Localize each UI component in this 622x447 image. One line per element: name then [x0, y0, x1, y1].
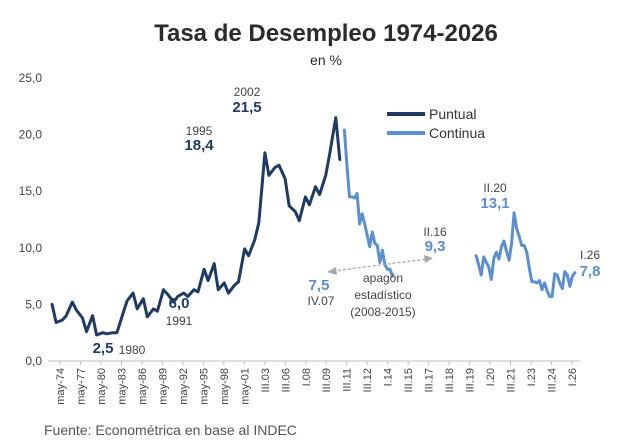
x-tick-label: III.24: [547, 368, 559, 392]
x-tick-label: may-92: [178, 368, 190, 405]
x-tick-label: III.17: [424, 368, 436, 392]
x-tick-label: I.08: [301, 368, 313, 386]
x-tick-label: III.03: [260, 368, 272, 392]
series-lines: [50, 116, 577, 337]
x-tick-label: III.06: [280, 368, 292, 392]
y-tick-label: 25,0: [19, 71, 43, 85]
data-gap-note: apagón estadístico (2008-2015): [327, 255, 433, 319]
x-tick-label: III.11: [342, 368, 354, 392]
x-tick-label: III.21: [506, 368, 518, 392]
x-tick-label: I.14: [383, 368, 395, 386]
annotation-label-i26: I.26: [580, 248, 600, 262]
series-line-puntual-0: [50, 116, 342, 337]
x-tick-label: may-86: [137, 368, 149, 405]
annotation-value-1995: 18,4: [184, 137, 214, 154]
annotation-label-iv07: IV.07: [308, 294, 335, 308]
annotation-value-iv07: 7,5: [309, 277, 330, 294]
x-tick-label: I.23: [526, 368, 538, 386]
x-tick-label: III.18: [444, 368, 456, 392]
annotation-label-1991: 1991: [166, 314, 193, 328]
y-tick-label: 10,0: [19, 241, 43, 255]
x-tick-label: III.09: [321, 368, 333, 392]
annotation-value-2002: 21,5: [232, 99, 261, 116]
x-tick-label: may-01: [239, 368, 251, 405]
gap-arrowhead-left: [327, 267, 337, 275]
annotation-value-1991: 6,0: [169, 295, 190, 312]
gap-note-line-1: apagón: [363, 271, 403, 285]
gap-arrowhead-right: [424, 255, 433, 263]
x-tick-label: I.26: [567, 368, 579, 386]
y-axis: 0,0 5,0 10,0 15,0 20,0 25,0: [19, 71, 43, 368]
gap-note-line-3: (2008-2015): [350, 305, 415, 319]
annotation-label-ii16: II.16: [423, 225, 447, 239]
annotation-value-ii16: 9,3: [425, 238, 446, 255]
x-tick-label: III.19: [465, 368, 477, 392]
y-tick-label: 0,0: [25, 354, 42, 368]
annotation-value-ii20: 13,1: [480, 195, 509, 212]
legend: Puntual Continua: [387, 106, 485, 141]
x-tick-label: III.12: [362, 368, 374, 392]
annotation-label-1995: 1995: [186, 124, 213, 138]
annotation-label-ii20: II.20: [483, 181, 507, 195]
x-tick-label: may-89: [157, 368, 169, 405]
annotation-value-i26: 7,8: [580, 263, 601, 280]
x-tick-label: may-80: [96, 368, 108, 405]
source-note: Fuente: Econométrica en base al INDEC: [44, 422, 297, 438]
series-line-continua-1: [342, 128, 394, 278]
chart-title: Tasa de Desempleo 1974-2026: [154, 20, 498, 47]
x-tick-label: may-95: [198, 368, 210, 405]
y-tick-label: 5,0: [25, 297, 42, 311]
series-line-continua-2: [474, 211, 577, 298]
y-tick-label: 15,0: [19, 184, 43, 198]
chart-subtitle: en %: [310, 52, 342, 68]
gap-arrow: [332, 258, 428, 272]
x-axis: may-74 may-77 may-80 may-83 may-86 may-89 may-…: [48, 360, 580, 405]
x-tick-label: III.15: [403, 368, 415, 392]
x-tick-label: I.20: [485, 368, 497, 386]
annotation-value-1980: 2,5: [93, 340, 114, 357]
x-tick-label: may-98: [219, 368, 231, 405]
y-tick-label: 20,0: [19, 128, 43, 142]
x-tick-label: may-74: [55, 368, 67, 405]
legend-label-puntual: Puntual: [429, 106, 476, 122]
legend-label-continua: Continua: [429, 125, 485, 141]
annotation-label-1980: 1980: [119, 343, 146, 357]
annotations: 2,5 1980 6,0 1991 1995 18,4 2002 21,5 7,…: [93, 85, 601, 357]
gap-note-line-2: estadístico: [354, 288, 412, 302]
x-tick-label: may-77: [75, 368, 87, 405]
annotation-label-2002: 2002: [234, 85, 261, 99]
x-tick-label: may-83: [116, 368, 128, 405]
